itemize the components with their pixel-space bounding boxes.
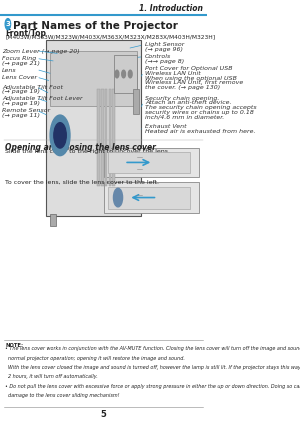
Circle shape — [113, 188, 123, 207]
Text: Attach an anti-theft device.: Attach an anti-theft device. — [145, 100, 231, 105]
Text: normal projector operation; opening it will restore the image and sound.: normal projector operation; opening it w… — [5, 356, 185, 361]
Text: (→ page 19): (→ page 19) — [2, 101, 40, 106]
Text: security wires or chains up to 0.18: security wires or chains up to 0.18 — [145, 110, 254, 115]
Text: Security chain opening.: Security chain opening. — [145, 96, 219, 101]
Text: Opening and closing the lens cover: Opening and closing the lens cover — [5, 143, 156, 152]
Text: inch/4.6 mm in diameter.: inch/4.6 mm in diameter. — [145, 114, 224, 119]
Text: [M403W/M363W/M323W/M403X/M363X/M323X/M283X/M403H/M323H]: [M403W/M363W/M323W/M403X/M363X/M323X/M28… — [5, 34, 215, 39]
Text: Zoom Lever (→ page 20): Zoom Lever (→ page 20) — [2, 49, 80, 54]
Bar — [109, 89, 111, 186]
Text: Part Names of the Projector: Part Names of the Projector — [13, 21, 178, 31]
Text: • Do not pull the lens cover with excessive force or apply strong pressure in ei: • Do not pull the lens cover with excess… — [5, 384, 300, 389]
Text: Light Sensor: Light Sensor — [145, 42, 184, 47]
Bar — [133, 89, 139, 114]
Text: 5: 5 — [100, 410, 106, 419]
Bar — [101, 89, 104, 186]
Text: Exhaust Vent: Exhaust Vent — [145, 124, 187, 129]
Circle shape — [54, 123, 66, 148]
Text: Slide the lens cover to the right to uncover the lens.: Slide the lens cover to the right to unc… — [5, 149, 170, 154]
Bar — [50, 214, 56, 226]
Text: 1. Introduction: 1. Introduction — [139, 4, 203, 13]
Bar — [114, 55, 137, 93]
Text: Remote Sensor: Remote Sensor — [2, 108, 50, 113]
Text: Wireless LAN Unit, first remove: Wireless LAN Unit, first remove — [145, 80, 243, 85]
Text: 2 hours, it will turn off automatically.: 2 hours, it will turn off automatically. — [5, 374, 98, 379]
Text: (→→ page 8): (→→ page 8) — [145, 59, 184, 64]
Circle shape — [5, 19, 10, 30]
Bar — [103, 182, 199, 213]
Text: Heated air is exhausted from here.: Heated air is exhausted from here. — [145, 129, 255, 134]
Text: Lens: Lens — [2, 68, 17, 73]
Text: Adjustable Tilt Foot Lever: Adjustable Tilt Foot Lever — [2, 96, 83, 101]
Text: 3: 3 — [5, 21, 10, 27]
Text: damage to the lens cover sliding mechanism!: damage to the lens cover sliding mechani… — [5, 393, 120, 398]
Bar — [105, 89, 107, 186]
Text: (→ page 11): (→ page 11) — [2, 113, 40, 118]
Text: NOTE:: NOTE: — [5, 343, 23, 348]
Bar — [103, 148, 199, 177]
Bar — [97, 89, 100, 186]
Text: Focus Ring: Focus Ring — [2, 56, 36, 61]
Text: Port Cover for Optional USB: Port Cover for Optional USB — [145, 66, 232, 71]
Text: Controls: Controls — [145, 54, 171, 59]
Text: the cover. (→ page 130): the cover. (→ page 130) — [145, 85, 220, 90]
Text: To cover the lens, slide the lens cover to the left.: To cover the lens, slide the lens cover … — [5, 180, 159, 185]
Bar — [112, 89, 115, 186]
Text: Wireless LAN Unit: Wireless LAN Unit — [145, 71, 201, 76]
Text: When using the optional USB: When using the optional USB — [145, 76, 237, 81]
Text: The security chain opening accepts: The security chain opening accepts — [145, 105, 256, 110]
Text: (→ page 19): (→ page 19) — [2, 89, 40, 94]
Text: With the lens cover closed the image and sound is turned off, however the lamp i: With the lens cover closed the image and… — [5, 365, 300, 370]
Bar — [46, 40, 141, 216]
Text: (→ page 96): (→ page 96) — [145, 47, 183, 52]
Bar — [108, 152, 190, 173]
Bar — [50, 51, 137, 106]
Circle shape — [50, 115, 70, 156]
Text: Lens Cover: Lens Cover — [2, 75, 37, 80]
Text: (→ page 21): (→ page 21) — [2, 61, 40, 66]
Bar — [108, 187, 190, 209]
Circle shape — [115, 70, 119, 78]
Text: Front/Top: Front/Top — [5, 29, 46, 38]
Text: Adjustable Tilt Foot: Adjustable Tilt Foot — [2, 85, 63, 90]
Circle shape — [122, 70, 125, 78]
Text: • The lens cover works in conjunction with the AV-MUTE function. Closing the len: • The lens cover works in conjunction wi… — [5, 346, 300, 352]
Circle shape — [128, 70, 132, 78]
